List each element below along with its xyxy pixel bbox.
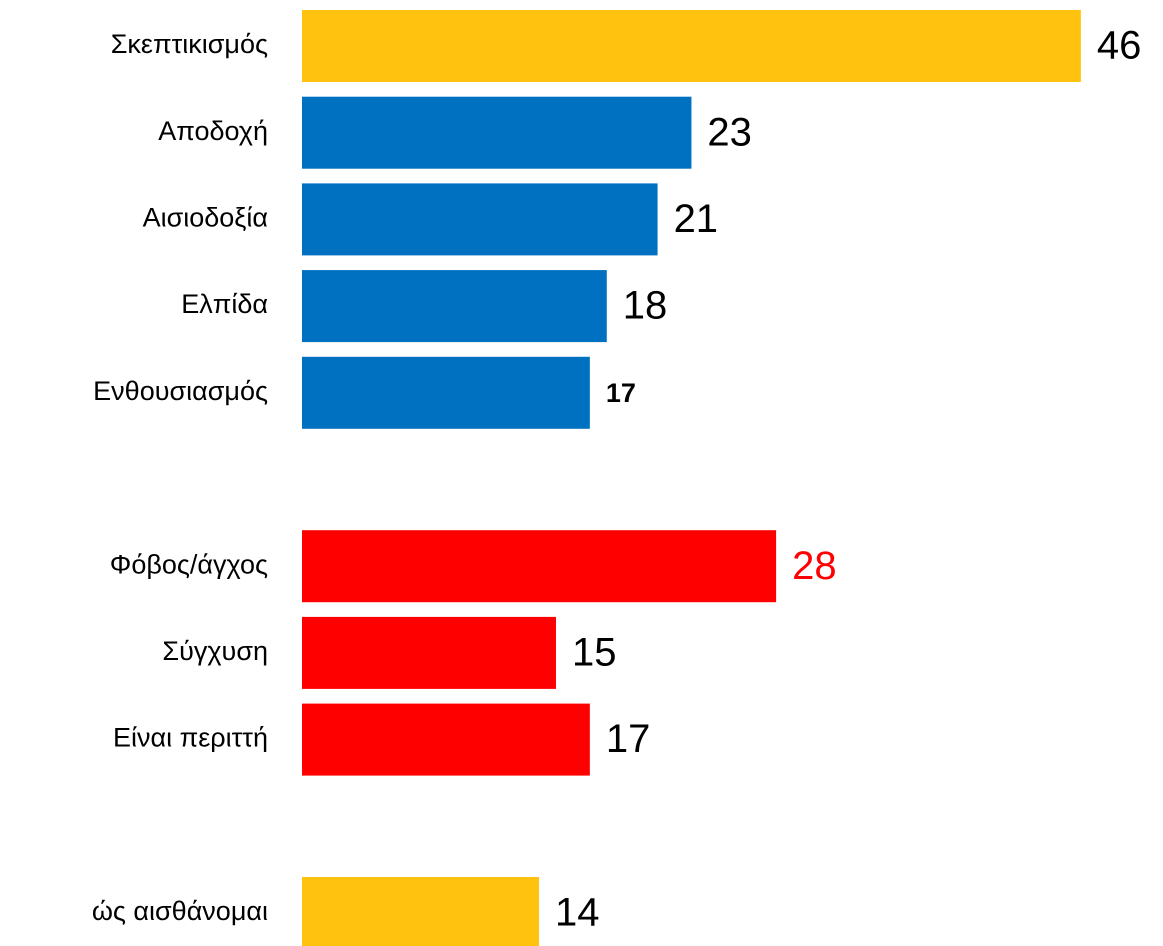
bar xyxy=(302,10,1081,82)
category-label: Ελπίδα xyxy=(181,289,268,319)
value-label: 28 xyxy=(792,544,837,588)
bar xyxy=(302,530,777,603)
bar xyxy=(302,96,692,169)
value-label: 18 xyxy=(623,284,668,328)
category-label: Αποδοχή xyxy=(158,116,268,146)
bar xyxy=(302,703,590,776)
bar xyxy=(302,877,540,946)
bar xyxy=(302,183,658,256)
category-label: ώς αισθάνομαι xyxy=(92,896,268,926)
value-label: 21 xyxy=(674,197,719,241)
value-label: 15 xyxy=(572,630,617,674)
bar xyxy=(302,616,556,689)
value-label: 23 xyxy=(707,110,752,154)
value-label: 46 xyxy=(1097,24,1142,68)
value-label: 14 xyxy=(555,891,600,935)
value-label: 17 xyxy=(606,378,636,408)
category-label: Είναι περιττή xyxy=(113,723,268,753)
bar xyxy=(302,356,590,429)
value-label: 17 xyxy=(606,717,651,761)
category-label: Σκεπτικισμός xyxy=(111,29,268,59)
category-label: Ενθουσιασμός xyxy=(93,376,268,406)
category-label: Αισιοδοξία xyxy=(143,203,268,233)
bar xyxy=(302,270,607,343)
category-label: Φόβος/άγχος xyxy=(110,549,268,579)
category-label: Σύγχυση xyxy=(162,636,268,666)
